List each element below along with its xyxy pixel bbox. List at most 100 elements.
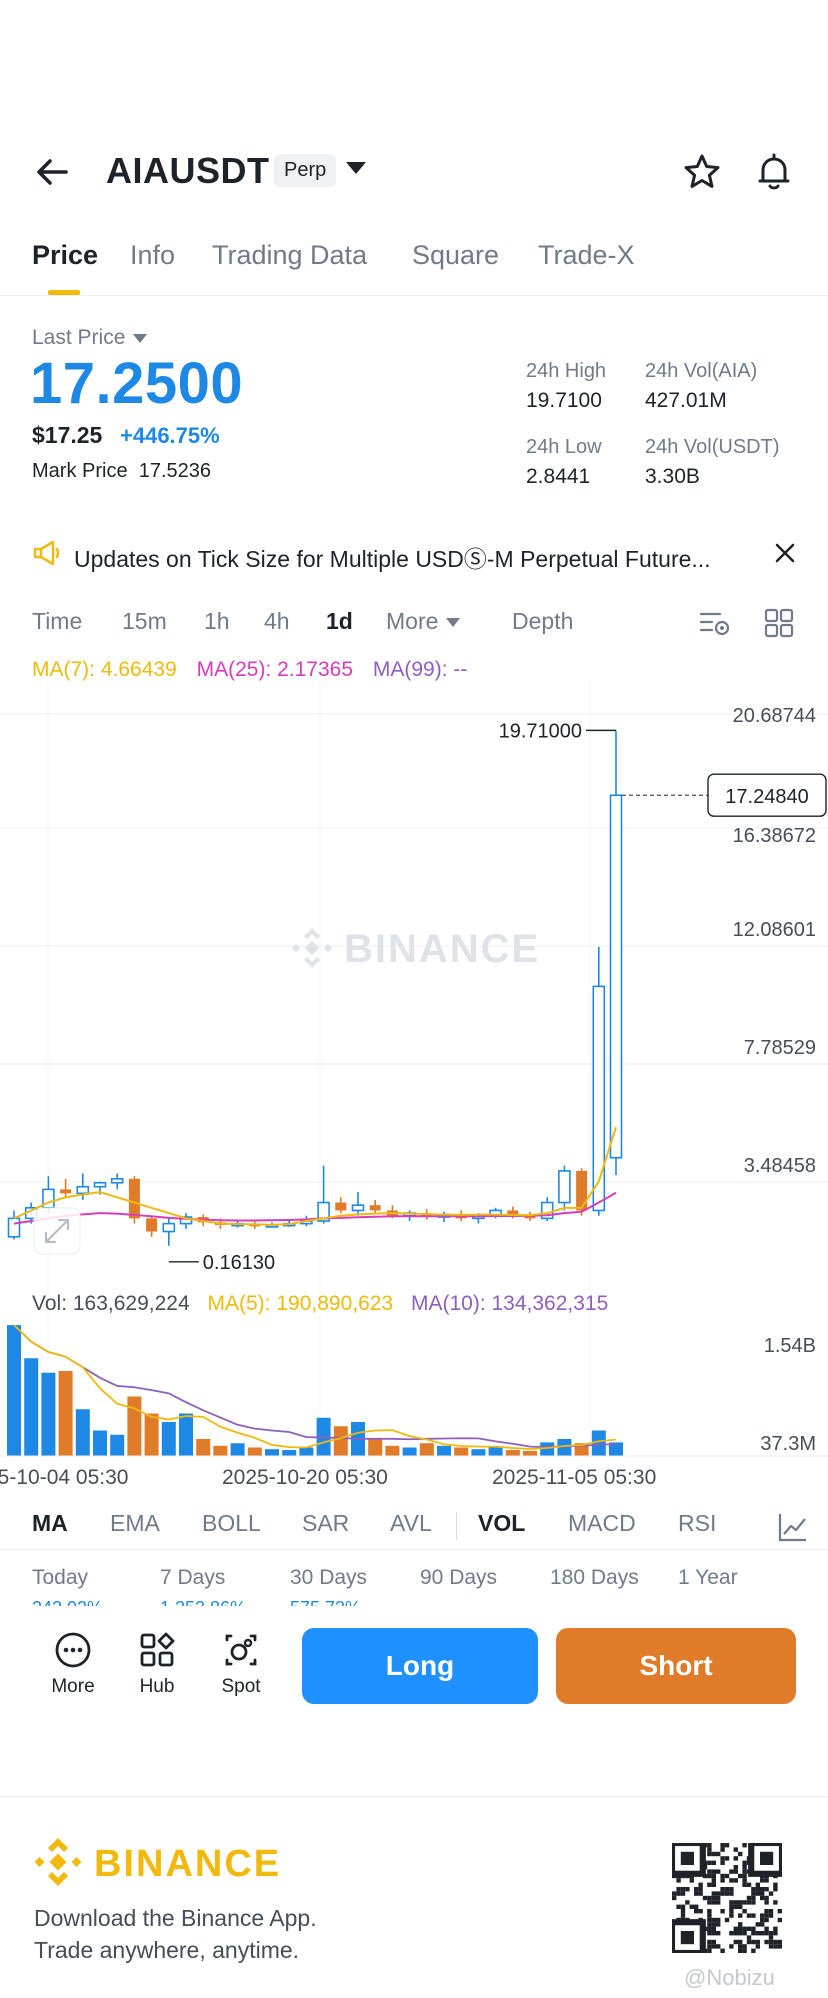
qr-module [707, 1931, 712, 1936]
qr-module [720, 1873, 725, 1879]
qr-module [702, 1895, 708, 1901]
qr-module [738, 1922, 743, 1927]
qr-module [751, 1891, 756, 1896]
tab-trade-x[interactable]: Trade-X [538, 240, 635, 270]
spot-action[interactable]: Spot [206, 1630, 276, 1698]
indicator-avl[interactable]: AVL [390, 1510, 432, 1536]
symbol-title[interactable]: AIAUSDT [106, 150, 270, 191]
back-arrow-icon[interactable] [30, 150, 74, 194]
long-button[interactable]: Long [302, 1628, 538, 1704]
volume-bar [265, 1449, 279, 1456]
qr-module [738, 1944, 743, 1949]
star-icon[interactable] [680, 150, 724, 194]
interval-1d[interactable]: 1d [326, 608, 353, 634]
indicator-ma[interactable]: MA [32, 1510, 68, 1536]
hub-action[interactable]: Hub [122, 1630, 192, 1698]
more-action[interactable]: More [38, 1630, 108, 1698]
qr-module [773, 1882, 778, 1887]
qr-module [694, 1887, 699, 1892]
interval-depth[interactable]: Depth [512, 608, 574, 634]
price-axis-label: 20.68744 [733, 705, 816, 727]
interval-4h[interactable]: 4h [264, 608, 290, 634]
qr-module [689, 1878, 694, 1883]
qr-module [680, 1909, 686, 1914]
period-180d[interactable]: 180 Days [550, 1566, 639, 1589]
short-button[interactable]: Short [556, 1628, 796, 1704]
tab-trading-data[interactable]: Trading Data [212, 240, 368, 270]
qr-module [698, 1891, 703, 1896]
indicator-macd[interactable]: MACD [568, 1510, 636, 1536]
interval-time[interactable]: Time [32, 608, 83, 634]
mark-price-label: Mark Price [32, 460, 128, 482]
bell-icon[interactable] [752, 150, 796, 194]
interval-more[interactable]: More [386, 608, 461, 635]
stat-vol-base-value: 427.01M [645, 389, 727, 412]
qr-module [760, 1887, 765, 1892]
qr-module [742, 1944, 747, 1949]
qr-module [711, 1882, 716, 1887]
last-price-selector[interactable]: Last Price [32, 326, 148, 350]
candle-body-down [146, 1218, 158, 1232]
volume-bar [471, 1449, 486, 1456]
qr-module [711, 1873, 716, 1879]
period-7d-value: 1,253.86% [160, 1598, 246, 1606]
watermark-shape [304, 940, 320, 956]
qr-finder-center [680, 1851, 694, 1865]
qr-module [716, 1922, 721, 1927]
candlestick-chart[interactable]: BINANCE 20.68744 16.38672 12.08601 7.78529 3… [0, 680, 828, 1460]
qr-module [760, 1931, 765, 1936]
interval-bar: Time 15m 1h 4h 1d More Depth [0, 604, 828, 644]
period-1y[interactable]: 1 Year [678, 1566, 738, 1589]
qr-module [720, 1878, 725, 1883]
tab-price[interactable]: Price [32, 240, 99, 270]
qr-module [711, 1922, 716, 1927]
qr-module [707, 1851, 712, 1857]
candle-body-down [335, 1202, 347, 1211]
tab-square[interactable]: Square [412, 240, 500, 270]
indicator-sar[interactable]: SAR [302, 1510, 350, 1536]
indicator-chart-icon[interactable] [776, 1510, 810, 1544]
qr-module [764, 1878, 769, 1883]
qr-module [720, 1843, 725, 1848]
qr-module [724, 1873, 730, 1879]
interval-more-label: More [386, 608, 439, 634]
binance-logo: BINANCE [34, 1838, 279, 1886]
announcement-text[interactable]: Updates on Tick Size for Multiple USDⓈ-M… [74, 546, 711, 572]
watermark-shape [304, 928, 320, 939]
caret-down-icon [446, 618, 461, 628]
qr-module [746, 1939, 752, 1945]
qr-module [716, 1851, 721, 1857]
indicator-boll[interactable]: BOLL [202, 1510, 261, 1536]
qr-module [711, 1939, 716, 1945]
qr-module [707, 1900, 712, 1905]
period-7d[interactable]: 7 Days [160, 1566, 226, 1589]
indicator-vol[interactable]: VOL [478, 1510, 526, 1536]
interval-15m[interactable]: 15m [122, 608, 167, 634]
volume-axis-label: 1.54B [764, 1335, 816, 1357]
qr-module [707, 1939, 712, 1945]
indicator-ema[interactable]: EMA [110, 1510, 160, 1536]
interval-1h[interactable]: 1h [204, 608, 230, 634]
qr-module [711, 1891, 716, 1896]
grid-layout-icon[interactable] [762, 606, 796, 640]
price-axis-label: 12.08601 [733, 919, 816, 941]
period-today[interactable]: Today [32, 1566, 89, 1589]
period-90d[interactable]: 90 Days [420, 1566, 498, 1589]
chart-settings-icon[interactable] [698, 606, 732, 640]
announcement-bar[interactable]: Updates on Tick Size for Multiple USDⓈ-M… [0, 534, 828, 574]
mark-price-value: 17.5236 [138, 460, 211, 482]
indicator-rsi[interactable]: RSI [678, 1510, 717, 1536]
volume-bar [24, 1358, 39, 1456]
qr-module [733, 1904, 738, 1909]
close-icon[interactable] [772, 540, 798, 566]
qr-module [733, 1900, 738, 1905]
perp-badge[interactable]: Perp [274, 154, 337, 187]
qr-module [707, 1847, 712, 1852]
volume-bar [402, 1447, 417, 1456]
period-30d[interactable]: 30 Days [290, 1566, 368, 1589]
price-axis-label: 7.78529 [744, 1037, 816, 1059]
tab-info[interactable]: Info [130, 240, 176, 270]
candle-body-up [179, 1216, 193, 1225]
volume-bar [7, 1325, 21, 1456]
chevron-down-icon[interactable] [346, 162, 366, 174]
